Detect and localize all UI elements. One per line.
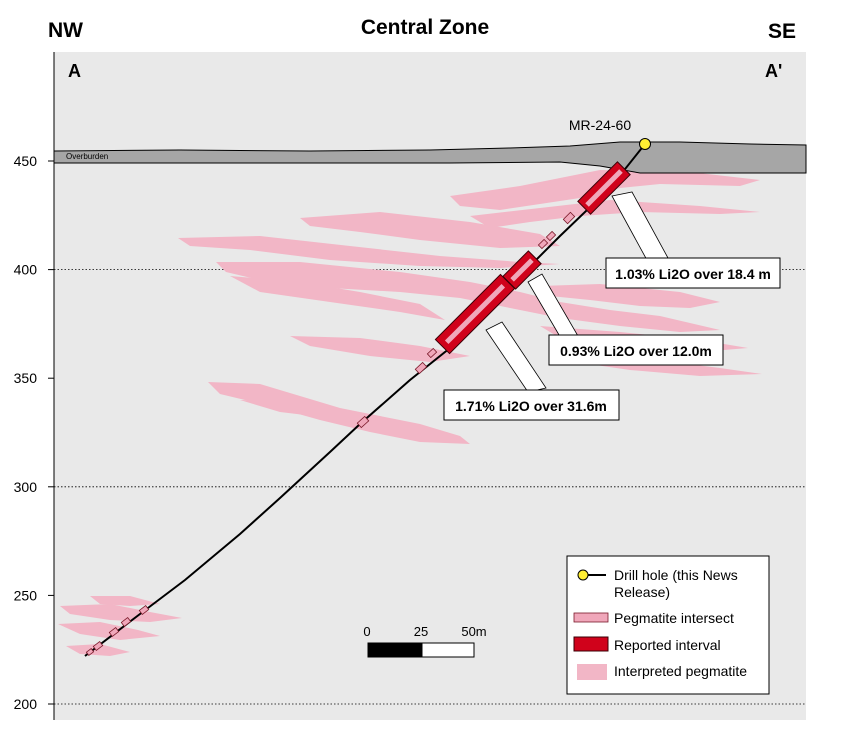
pegmatite-intersect — [120, 617, 132, 627]
page-title: Central Zone — [361, 16, 489, 39]
pegmatite-intersect — [545, 230, 557, 242]
legend-label-interpreted-pegmatite: Interpreted pegmatite — [614, 663, 747, 679]
pegmatite-intersect — [585, 169, 623, 207]
y-axis-tick-label: 200 — [14, 696, 38, 712]
pegmatite-intersect — [444, 283, 506, 345]
y-axis-tick-label: 250 — [14, 587, 38, 603]
overburden-label: Overburden — [66, 152, 108, 161]
scale-bar-outline — [367, 642, 475, 658]
section-start-label: A — [68, 61, 81, 81]
drill-hole-name: MR-24-60 — [569, 117, 631, 133]
callout-text-3: 1.71% Li2O over 31.6m — [455, 398, 607, 414]
pegmatite-intersect — [510, 258, 534, 282]
scale-bar-dark-segment — [368, 643, 422, 657]
pegmatite-intersect — [537, 238, 549, 250]
pegmatite-intersect — [108, 627, 120, 637]
legend-label-drill-hole: Drill hole (this News Release) — [614, 567, 742, 600]
y-axis-tick-label: 300 — [14, 479, 38, 495]
legend-label-reported-interval: Reported interval — [614, 637, 721, 653]
pegmatite-body — [470, 200, 760, 228]
scale-bar: 0 25 50m — [363, 624, 487, 658]
pegmatite-body — [540, 284, 720, 308]
pegmatite-intersect — [414, 361, 428, 375]
legend: Drill hole (this News Release) Pegmatite… — [566, 555, 770, 695]
callout-box-2 — [548, 334, 724, 366]
reported-interval-3 — [434, 273, 516, 355]
pegmatite-intersect — [92, 641, 104, 651]
scale-bar-label-50: 50m — [461, 624, 486, 639]
scale-bar-label-0: 0 — [363, 624, 370, 639]
callout-box-1 — [605, 257, 781, 289]
pegmatite-body — [60, 604, 182, 622]
pegmatite-body — [58, 622, 160, 640]
pegmatite-intersect — [562, 211, 576, 225]
pegmatite-intersect — [85, 648, 95, 656]
pegmatite-intersects — [85, 211, 576, 656]
pegmatite-intersect — [138, 605, 150, 615]
pegmatite-body — [216, 262, 720, 332]
callout-leader-3 — [485, 321, 547, 393]
direction-right-label: SE — [768, 20, 796, 43]
pegmatite-intersect — [356, 415, 370, 429]
direction-left-label: NW — [48, 19, 83, 42]
pegmatite-intersect — [426, 347, 438, 359]
callout-text-2: 0.93% Li2O over 12.0m — [560, 343, 712, 359]
y-axis-ticks: 450 400 350 300 250 200 — [14, 153, 54, 712]
pegmatite-body — [240, 400, 360, 418]
pegmatite-body — [290, 336, 470, 362]
section-end-label: A' — [765, 61, 782, 81]
drill-collar-marker — [639, 138, 651, 150]
y-axis-tick-label: 350 — [14, 370, 38, 386]
pegmatite-body — [178, 236, 560, 268]
callout-box-3 — [443, 389, 620, 421]
scale-bar-light-segment — [421, 642, 475, 658]
pegmatite-body — [90, 596, 160, 606]
legend-reported-interval-swatch — [573, 636, 609, 652]
legend-interpreted-pegmatite-swatch — [577, 664, 607, 680]
pegmatite-body — [300, 212, 560, 248]
reported-interval-1 — [577, 161, 631, 215]
pegmatite-body — [66, 644, 130, 656]
scale-bar-label-25: 25 — [414, 624, 428, 639]
legend-drill-hole-icon — [577, 569, 589, 581]
callout-text-1: 1.03% Li2O over 18.4 m — [615, 266, 771, 282]
legend-label-pegmatite-intersect: Pegmatite intersect — [614, 610, 734, 626]
legend-pegmatite-intersect-swatch — [573, 612, 609, 623]
y-axis-tick-label: 450 — [14, 153, 38, 169]
y-axis-tick-label: 400 — [14, 262, 38, 278]
pegmatite-body — [230, 276, 445, 320]
